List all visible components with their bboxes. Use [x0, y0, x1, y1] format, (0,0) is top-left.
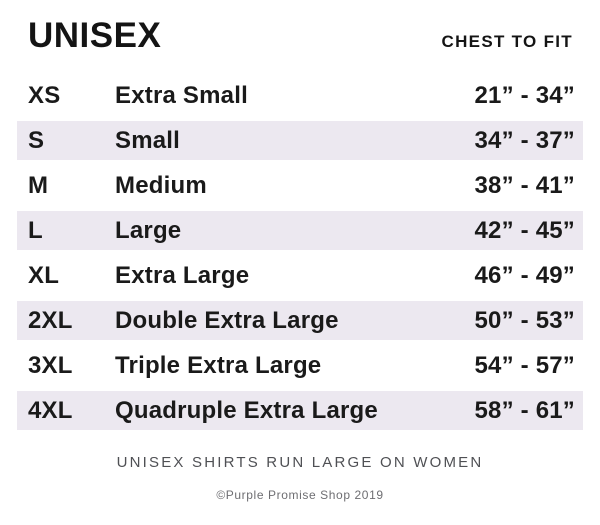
size-range: 42” - 45”	[474, 216, 575, 244]
size-range: 46” - 49”	[474, 261, 575, 289]
table-row: L Large 42” - 45”	[17, 208, 583, 253]
size-code: M	[28, 171, 49, 199]
size-name: Large	[115, 216, 182, 244]
fit-note: UNISEX SHIRTS RUN LARGE ON WOMEN	[116, 454, 484, 471]
table-row: S Small 34” - 37”	[17, 118, 583, 163]
table-row: 3XL Triple Extra Large 54” - 57”	[17, 343, 583, 388]
size-code: 4XL	[28, 396, 73, 424]
size-code: L	[28, 216, 43, 244]
size-code: XS	[28, 81, 61, 109]
size-code: 3XL	[28, 351, 73, 379]
size-table: XS Extra Small 21” - 34” S Small 34” - 3…	[17, 73, 583, 433]
table-row: 2XL Double Extra Large 50” - 53”	[17, 298, 583, 343]
size-range: 38” - 41”	[474, 171, 575, 199]
size-name: Double Extra Large	[115, 306, 339, 334]
size-name: Quadruple Extra Large	[115, 396, 378, 424]
size-name: Extra Large	[115, 261, 250, 289]
size-code: S	[28, 126, 45, 154]
size-range: 50” - 53”	[474, 306, 575, 334]
copyright-line: ©Purple Promise Shop 2019	[216, 488, 384, 502]
table-row: M Medium 38” - 41”	[17, 163, 583, 208]
size-name: Triple Extra Large	[115, 351, 322, 379]
size-range: 54” - 57”	[474, 351, 575, 379]
table-row: XL Extra Large 46” - 49”	[17, 253, 583, 298]
chest-to-fit-column-label: CHEST TO FIT	[441, 32, 573, 51]
size-name: Medium	[115, 171, 207, 199]
size-range: 21” - 34”	[474, 81, 575, 109]
size-code: XL	[28, 261, 60, 289]
size-name: Small	[115, 126, 181, 154]
chart-header: UNISEX CHEST TO FIT	[0, 0, 600, 73]
table-row: XS Extra Small 21” - 34”	[17, 73, 583, 118]
size-range: 34” - 37”	[474, 126, 575, 154]
table-row: 4XL Quadruple Extra Large 58” - 61”	[17, 388, 583, 433]
page-title: UNISEX	[28, 16, 162, 55]
size-code: 2XL	[28, 306, 73, 334]
size-range: 58” - 61”	[474, 396, 575, 424]
size-name: Extra Small	[115, 81, 248, 109]
